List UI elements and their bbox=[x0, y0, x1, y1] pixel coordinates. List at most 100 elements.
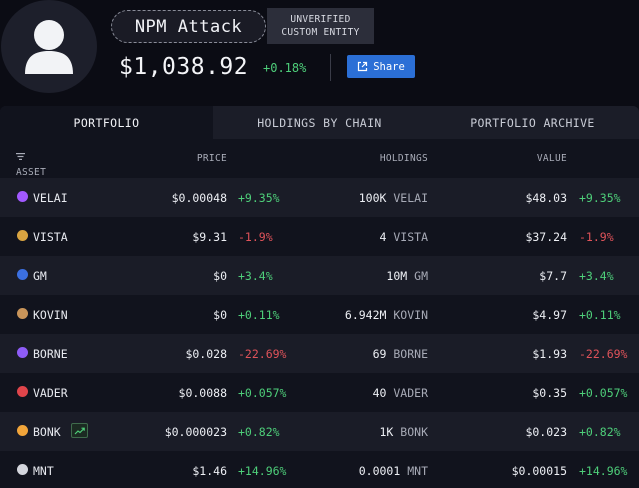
holdings-amount: 100K bbox=[358, 191, 387, 205]
asset-column-label: ASSET bbox=[16, 167, 47, 178]
value-change: +9.35% bbox=[579, 191, 621, 205]
share-icon bbox=[358, 61, 368, 72]
share-label: Share bbox=[373, 60, 405, 73]
trending-icon bbox=[71, 423, 88, 438]
share-button[interactable]: Share bbox=[347, 55, 415, 78]
asset-symbol: KOVIN bbox=[33, 308, 68, 322]
holding-value: $37.24 bbox=[525, 230, 567, 244]
holdings-amount: 4 bbox=[379, 230, 387, 244]
portfolio-balance: $1,038.92 bbox=[119, 54, 249, 80]
holding-value: $4.97 bbox=[532, 308, 567, 322]
holding-value: $1.93 bbox=[532, 347, 567, 361]
table-row[interactable]: BONK $0.000023 +0.82% 1K BONK $0.023 +0.82% bbox=[0, 412, 639, 451]
holdings-symbol: BONK bbox=[400, 425, 428, 439]
holdings-cell: 0.0001 MNT bbox=[359, 464, 428, 478]
holdings-symbol: VISTA bbox=[393, 230, 428, 244]
asset-symbol: VISTA bbox=[33, 230, 68, 244]
gm-icon bbox=[16, 268, 29, 281]
value-change: +0.82% bbox=[579, 425, 621, 439]
holding-value: $7.7 bbox=[539, 269, 567, 283]
holdings-cell: 40 VADER bbox=[373, 386, 428, 400]
asset-symbol: VELAI bbox=[33, 191, 68, 205]
tab-portfolio-archive[interactable]: PORTFOLIO ARCHIVE bbox=[470, 115, 595, 130]
holdings-cell: 1K BONK bbox=[380, 425, 429, 439]
asset-symbol: BORNE bbox=[33, 347, 68, 361]
holdings-cell: 4 VISTA bbox=[380, 230, 429, 244]
holdings-amount: 6.942M bbox=[344, 308, 387, 322]
entity-status-tag: UNVERIFIED CUSTOM ENTITY bbox=[267, 8, 374, 44]
value-change: -22.69% bbox=[579, 347, 628, 361]
entity-status-line: UNVERIFIED bbox=[290, 14, 351, 25]
value-change: +0.11% bbox=[579, 308, 621, 322]
asset-price: $1.46 bbox=[192, 464, 227, 478]
holding-value: $48.03 bbox=[525, 191, 567, 205]
borne-icon bbox=[16, 346, 29, 359]
table-row[interactable]: VADER $0.0088 +0.057% 40 VADER $0.35 +0.057% bbox=[0, 373, 639, 412]
holdings-amount: 69 bbox=[372, 347, 387, 361]
asset-column-header[interactable]: ASSET bbox=[16, 153, 46, 178]
tab-bar: PORTFOLIO HOLDINGS BY CHAIN PORTFOLIO AR… bbox=[0, 106, 639, 139]
bonk-icon bbox=[16, 424, 29, 437]
price-change: -22.69% bbox=[238, 347, 287, 361]
holdings-cell: 6.942M KOVIN bbox=[345, 308, 428, 322]
mnt-icon bbox=[16, 463, 29, 476]
table-row[interactable]: VISTA $9.31 -1.9% 4 VISTA $37.24 -1.9% bbox=[0, 217, 639, 256]
price-column-header[interactable]: PRICE bbox=[196, 153, 227, 164]
value-change: +0.057% bbox=[579, 386, 628, 400]
kovin-icon bbox=[16, 307, 29, 320]
holdings-cell: 69 BORNE bbox=[373, 347, 428, 361]
asset-price: $0 bbox=[213, 308, 227, 322]
asset-symbol: GM bbox=[33, 269, 47, 283]
holdings-table-body: VELAI $0.00048 +9.35% 100K VELAI $48.03 +9.35… bbox=[0, 178, 639, 488]
value-change: +3.4% bbox=[579, 269, 614, 283]
portfolio-panel: PORTFOLIO HOLDINGS BY CHAIN PORTFOLIO AR… bbox=[0, 106, 639, 488]
vader-icon bbox=[16, 385, 29, 398]
asset-price: $0.00048 bbox=[171, 191, 227, 205]
holdings-symbol: KOVIN bbox=[393, 308, 428, 322]
header-divider bbox=[330, 54, 331, 81]
portfolio-balance-change: +0.18% bbox=[263, 61, 307, 75]
holdings-amount: 1K bbox=[379, 425, 394, 439]
holdings-cell: 100K VELAI bbox=[359, 191, 428, 205]
asset-symbol: VADER bbox=[33, 386, 68, 400]
value-change: +14.96% bbox=[579, 464, 628, 478]
holdings-column-header[interactable]: HOLDINGS bbox=[379, 153, 428, 164]
table-row[interactable]: BORNE $0.028 -22.69% 69 BORNE $1.93 -22.69% bbox=[0, 334, 639, 373]
price-change: +0.82% bbox=[238, 425, 280, 439]
price-change: +0.057% bbox=[238, 386, 287, 400]
vista-icon bbox=[16, 229, 29, 242]
holdings-amount: 0.0001 bbox=[358, 464, 401, 478]
sort-icon bbox=[16, 153, 25, 160]
price-change: -1.9% bbox=[238, 230, 273, 244]
tab-holdings-by-chain[interactable]: HOLDINGS BY CHAIN bbox=[257, 115, 382, 130]
tab-portfolio[interactable]: PORTFOLIO bbox=[0, 106, 213, 139]
velai-icon bbox=[16, 190, 29, 203]
table-row[interactable]: MNT $1.46 +14.96% 0.0001 MNT $0.00015 +14.96% bbox=[0, 451, 639, 488]
table-row[interactable]: KOVIN $0 +0.11% 6.942M KOVIN $4.97 +0.11% bbox=[0, 295, 639, 334]
table-row[interactable]: GM $0 +3.4% 10M GM $7.7 +3.4% bbox=[0, 256, 639, 295]
holdings-symbol: BORNE bbox=[393, 347, 428, 361]
avatar bbox=[1, 0, 97, 93]
value-column-header[interactable]: VALUE bbox=[536, 153, 567, 164]
asset-price: $0.028 bbox=[185, 347, 227, 361]
holdings-symbol: MNT bbox=[407, 464, 428, 478]
asset-symbol: BONK bbox=[33, 425, 61, 439]
entity-name: NPM Attack bbox=[111, 10, 266, 43]
asset-price: $0.0088 bbox=[178, 386, 227, 400]
holdings-symbol: VELAI bbox=[393, 191, 428, 205]
holdings-amount: 40 bbox=[372, 386, 387, 400]
asset-symbol: MNT bbox=[33, 464, 54, 478]
price-change: +9.35% bbox=[238, 191, 280, 205]
asset-price: $0.000023 bbox=[164, 425, 227, 439]
asset-price: $0 bbox=[213, 269, 227, 283]
holdings-amount: 10M bbox=[386, 269, 408, 283]
table-header: ASSET PRICE HOLDINGS VALUE bbox=[0, 139, 639, 178]
value-change: -1.9% bbox=[579, 230, 614, 244]
asset-price: $9.31 bbox=[192, 230, 227, 244]
holding-value: $0.35 bbox=[532, 386, 567, 400]
holdings-symbol: GM bbox=[414, 269, 428, 283]
holdings-cell: 10M GM bbox=[386, 269, 428, 283]
price-change: +3.4% bbox=[238, 269, 273, 283]
table-row[interactable]: VELAI $0.00048 +9.35% 100K VELAI $48.03 +9.35… bbox=[0, 178, 639, 217]
entity-type-line: CUSTOM ENTITY bbox=[281, 27, 360, 38]
